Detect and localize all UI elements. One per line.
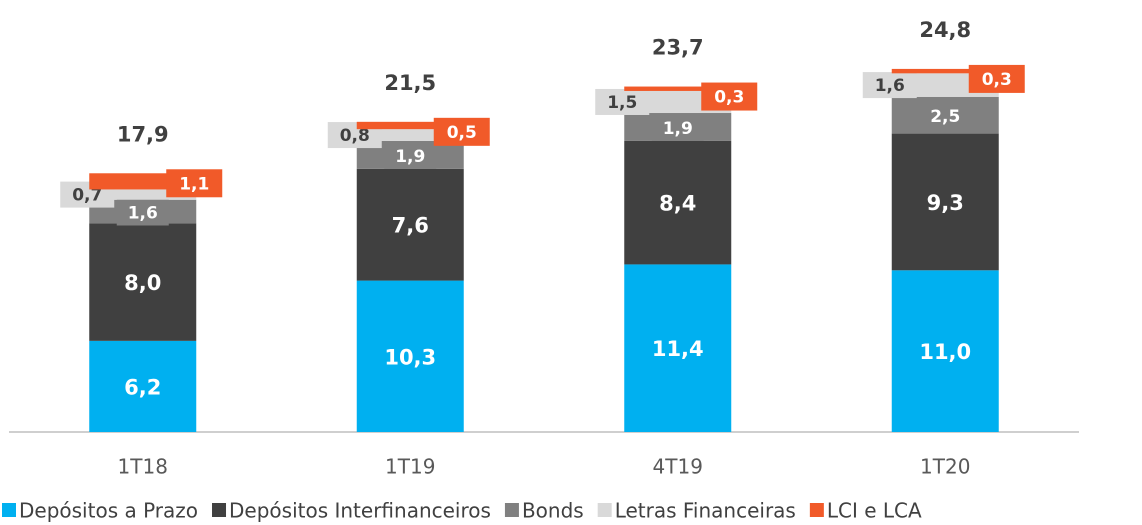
bar-segment [624, 140, 732, 265]
legend-swatch [212, 503, 227, 517]
data-label: 2,5 [930, 107, 960, 127]
bar-segment [89, 189, 197, 200]
bar-segment [891, 133, 999, 271]
data-label: 11,4 [652, 337, 704, 361]
label-box [595, 88, 650, 115]
label-box [919, 103, 972, 130]
bar-segment [356, 121, 464, 130]
legend-label: LCI e LCA [827, 499, 922, 523]
x-tick-label: 1T19 [385, 455, 435, 479]
bar-segment [356, 280, 464, 432]
data-label: 0,5 [447, 123, 477, 143]
data-label: 10,3 [384, 345, 436, 369]
total-label: 23,7 [652, 36, 704, 60]
bar-segment [891, 68, 999, 74]
label-box [651, 114, 704, 141]
label-box [862, 72, 917, 99]
data-label: 7,6 [392, 214, 429, 238]
x-tick-label: 1T20 [920, 455, 970, 479]
label-box [384, 142, 437, 169]
data-label: 0,7 [72, 186, 102, 206]
label-box [968, 64, 1025, 93]
legend-swatch [597, 503, 612, 517]
data-label: 8,4 [659, 192, 696, 216]
label-box [166, 169, 223, 198]
data-label: 0,8 [340, 126, 370, 146]
legend-label: Depósitos a Prazo [19, 499, 198, 523]
data-label: 1,9 [395, 147, 425, 167]
legend-label: Depósitos Interfinanceiros [229, 499, 491, 523]
x-tick-label: 4T19 [653, 455, 703, 479]
label-box [433, 117, 490, 146]
legend-label: Bonds [522, 499, 584, 523]
data-label: 6,2 [124, 375, 161, 399]
data-label: 1,5 [607, 93, 637, 113]
data-label: 0,3 [982, 70, 1012, 90]
legend-swatch [809, 503, 824, 517]
x-tick-label: 1T18 [118, 455, 168, 479]
label-box [116, 199, 169, 226]
legend-label: Letras Financeiras [615, 499, 796, 523]
data-label: 11,0 [919, 340, 971, 364]
total-label: 24,8 [919, 18, 971, 42]
bar-segment [356, 129, 464, 141]
legend-swatch [504, 503, 519, 517]
total-label: 21,5 [384, 71, 436, 95]
bar-segment [89, 340, 197, 432]
data-label: 0,3 [714, 88, 744, 108]
bar-segment [891, 270, 999, 432]
bar-segment [624, 264, 732, 432]
legend-swatch [2, 503, 16, 517]
data-label: 1,9 [663, 119, 693, 139]
bar-segment [624, 86, 732, 91]
data-label: 1,6 [128, 204, 158, 224]
label-box [701, 82, 758, 111]
bar-segment [356, 168, 464, 281]
data-label: 1,1 [179, 174, 209, 194]
bar-segment [89, 223, 197, 341]
data-label: 8,0 [124, 271, 161, 295]
data-label: 9,3 [927, 191, 964, 215]
total-label: 17,9 [117, 122, 169, 146]
data-label: 1,6 [875, 76, 905, 96]
